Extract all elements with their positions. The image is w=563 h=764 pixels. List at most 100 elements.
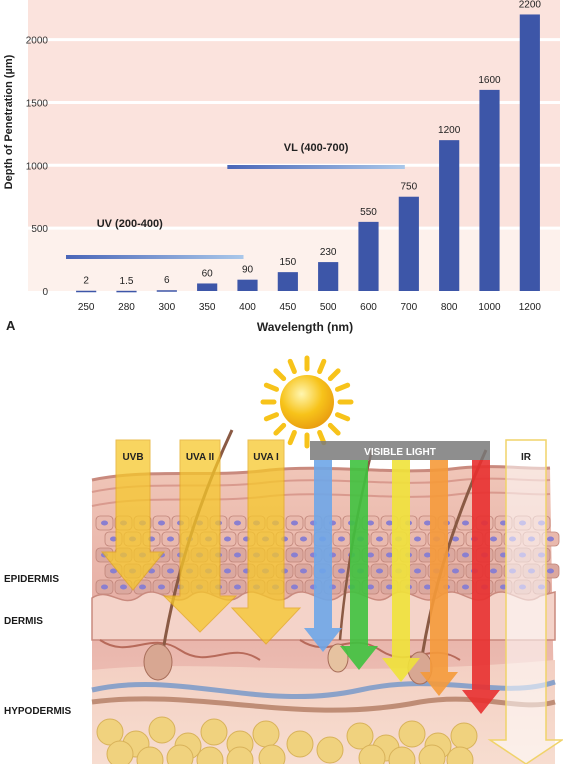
cell-nucleus (224, 568, 231, 574)
cell-nucleus (120, 584, 127, 590)
cell-nucleus (414, 568, 421, 574)
sun-ray (273, 422, 287, 436)
cell-nucleus (452, 536, 459, 542)
bar-value-label: 1.5 (120, 276, 134, 287)
y-tick-label: 1500 (26, 98, 49, 109)
sun-ray (287, 429, 297, 446)
fat-cell (346, 722, 374, 750)
visible-red-arrow (462, 460, 500, 714)
range-bar (66, 255, 244, 259)
cell-nucleus (300, 536, 307, 542)
fat-cell (196, 746, 224, 764)
visible-blue-arrow (304, 460, 342, 652)
x-tick-label: 300 (158, 302, 175, 313)
cell-nucleus (101, 584, 108, 590)
cell-nucleus (424, 584, 431, 590)
cell-nucleus (367, 552, 374, 558)
sun-ray (327, 368, 341, 382)
x-tick-label: 280 (118, 302, 135, 313)
fat-cell (252, 720, 280, 748)
cell-nucleus (234, 584, 241, 590)
cell-nucleus (452, 568, 459, 574)
x-tick-label: 1000 (478, 302, 501, 313)
x-axis-label: Wavelength (nm) (257, 320, 353, 334)
range-annotations: UV (200-400) VL (400-700) (66, 142, 405, 259)
sun-ray (317, 358, 327, 375)
fat-cell (258, 744, 286, 764)
fat-cell (418, 744, 446, 764)
fat-cell (136, 746, 164, 764)
cell-nucleus (167, 536, 174, 542)
uva1-arrow: UVA I (230, 439, 302, 645)
sun-ray (317, 429, 327, 446)
x-tick-label: 450 (279, 302, 296, 313)
fat-cell (200, 718, 228, 746)
x-tick-label: 1200 (519, 302, 542, 313)
cell-nucleus (490, 536, 497, 542)
sun-ray (263, 412, 280, 422)
bar (76, 290, 97, 293)
range-label: VL (400-700) (284, 142, 349, 154)
y-tick-label: 1000 (26, 161, 49, 172)
fat-cell (148, 716, 176, 744)
cell-nucleus (234, 552, 241, 558)
ir-label: IR (521, 452, 532, 463)
penetration-bar-chart: 0 500 1000 1500 2000 2 1.5 6 60 90 150 230 550 750 12… (3, 0, 560, 334)
cell-nucleus (367, 520, 374, 526)
range-label: UV (200-400) (97, 218, 163, 230)
cell-nucleus (462, 520, 469, 526)
cell-nucleus (158, 584, 165, 590)
bar-value-label: 1600 (478, 75, 501, 86)
chart-background (28, 0, 560, 291)
cell-nucleus (338, 568, 345, 574)
y-tick-label: 500 (31, 224, 48, 235)
skin-penetration-illustration: VISIBLE LIGHT UVB UVA II UVA I IR (91, 355, 563, 764)
sun-icon (260, 355, 354, 449)
bar-value-labels: 2 1.5 6 60 90 150 230 550 750 1200 1600 2200 (83, 0, 541, 287)
sun-ray (263, 382, 280, 392)
cell-nucleus (424, 520, 431, 526)
y-tick-label: 0 (42, 287, 48, 298)
bar (479, 89, 500, 291)
bar-value-label: 1200 (438, 125, 461, 136)
sun-ray (287, 358, 297, 375)
fat-cell (286, 730, 314, 758)
y-tick-label: 2000 (26, 36, 49, 47)
cell-nucleus (424, 552, 431, 558)
fat-cell (226, 746, 254, 764)
visible-orange-arrow (420, 460, 458, 696)
x-tick-label: 500 (320, 302, 337, 313)
sun-ray (334, 412, 351, 422)
fat-cell (166, 744, 194, 764)
cell-nucleus (110, 536, 117, 542)
x-tick-label: 600 (360, 302, 377, 313)
fat-cell (358, 744, 386, 764)
cell-nucleus (367, 584, 374, 590)
fat-cell (398, 720, 426, 748)
y-axis-label: Depth of Penetration (µm) (3, 54, 15, 189)
bar-value-label: 2200 (519, 0, 542, 10)
cell-nucleus (291, 552, 298, 558)
sun-ray (327, 422, 341, 436)
panel-label-a: A (6, 318, 16, 333)
visible-yellow-arrow (382, 460, 420, 682)
cell-nucleus (462, 552, 469, 558)
bar-value-label: 60 (202, 268, 214, 279)
cell-nucleus (291, 584, 298, 590)
cell-nucleus (376, 568, 383, 574)
cell-nucleus (386, 584, 393, 590)
sun-ray (273, 368, 287, 382)
sun-ray (334, 382, 351, 392)
uva2-label: UVA II (186, 452, 215, 463)
cell-nucleus (386, 552, 393, 558)
bar (197, 283, 218, 291)
cell-nucleus (386, 520, 393, 526)
cell-nucleus (234, 520, 241, 526)
bar (156, 290, 177, 292)
bar-value-label: 90 (242, 265, 254, 276)
fat-cell (450, 722, 478, 750)
cell-nucleus (224, 536, 231, 542)
fat-cell (316, 736, 344, 764)
cell-nucleus (300, 568, 307, 574)
cell-nucleus (139, 584, 146, 590)
